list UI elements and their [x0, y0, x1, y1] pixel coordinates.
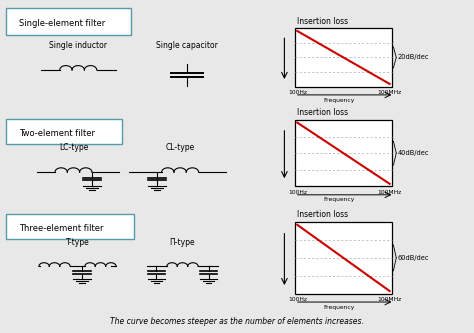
Text: Frequency: Frequency — [323, 305, 354, 310]
Bar — [295, 120, 392, 186]
Text: Single capacitor: Single capacitor — [156, 41, 218, 50]
Text: Single-element filter: Single-element filter — [19, 19, 105, 28]
Text: Frequency: Frequency — [323, 197, 354, 202]
Text: 40dB/dec: 40dB/dec — [397, 150, 428, 156]
Text: 100MHz: 100MHz — [377, 297, 401, 302]
Text: 100Hz: 100Hz — [288, 90, 307, 95]
Bar — [6, 8, 131, 35]
Text: 100Hz: 100Hz — [288, 190, 307, 195]
Text: 60dB/dec: 60dB/dec — [397, 255, 428, 261]
Text: Single inductor: Single inductor — [49, 41, 107, 50]
Text: Insertion loss: Insertion loss — [297, 108, 348, 117]
Bar — [6, 119, 122, 144]
Text: LC-type: LC-type — [59, 143, 88, 152]
Text: The curve becomes steeper as the number of elements increases.: The curve becomes steeper as the number … — [110, 317, 364, 326]
Text: Insertion loss: Insertion loss — [297, 210, 348, 219]
Text: Insertion loss: Insertion loss — [297, 17, 348, 26]
Text: Frequency: Frequency — [323, 98, 354, 103]
Text: CL-type: CL-type — [165, 143, 195, 152]
Bar — [295, 28, 392, 87]
Text: Three-element filter: Three-element filter — [19, 223, 103, 233]
Text: 100MHz: 100MHz — [377, 190, 401, 195]
Text: 100Hz: 100Hz — [288, 297, 307, 302]
Text: Two-element filter: Two-element filter — [19, 129, 95, 138]
Text: T-type: T-type — [66, 238, 90, 247]
Bar — [6, 214, 134, 239]
Text: Π-type: Π-type — [170, 238, 195, 247]
Text: 20dB/dec: 20dB/dec — [397, 54, 428, 61]
Bar — [295, 222, 392, 294]
Text: 100MHz: 100MHz — [377, 90, 401, 95]
